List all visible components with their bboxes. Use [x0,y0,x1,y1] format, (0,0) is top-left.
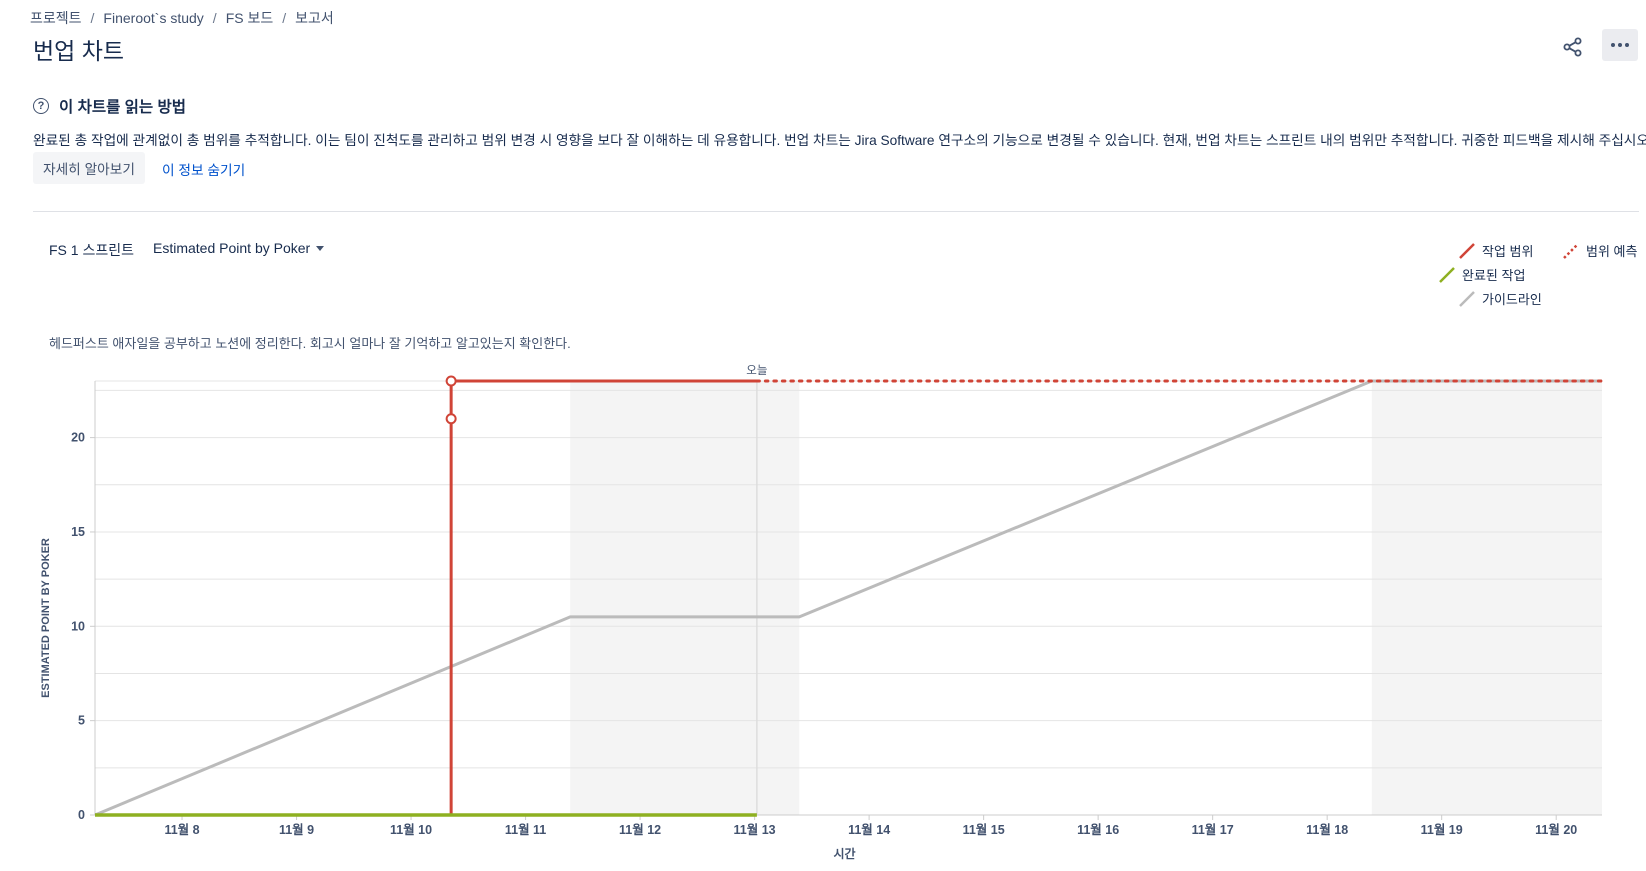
breadcrumb-reports[interactable]: 보고서 [295,10,334,26]
scope-line-icon [1459,242,1475,259]
x-tick-label: 11월 14 [848,822,890,837]
x-tick-label: 11월 17 [1192,822,1234,837]
y-axis-title: ESTIMATED POINT BY POKER [40,538,52,698]
legend-completed-label: 완료된 작업 [1462,268,1526,283]
x-tick-label: 11월 20 [1535,822,1577,837]
learn-more-button[interactable]: 자세히 알아보기 [33,152,145,184]
hide-info-link[interactable]: 이 정보 숨기기 [162,163,246,178]
share-icon [1563,37,1582,57]
sprint-goal: 헤드퍼스트 애자일을 공부하고 노션에 정리한다. 회고시 얼마나 잘 기억하고… [49,336,571,351]
x-tick-label: 11월 12 [619,822,661,837]
legend-guideline[interactable]: 가이드라인 [1458,289,1542,308]
help-icon: ? [33,98,49,114]
legend-completed[interactable]: 완료된 작업 [1438,265,1525,284]
forecast-line-icon [1563,242,1579,259]
page-title: 번업 차트 [33,38,125,64]
breadcrumb-separator: / [90,10,95,26]
y-tick-label: 10 [71,619,85,633]
more-icon-dot [1625,43,1629,47]
estimate-select-label: Estimated Point by Poker [153,240,311,256]
nonworking-band [1371,381,1602,815]
breadcrumb-projects[interactable]: 프로젝트 [30,10,82,26]
breadcrumb-board[interactable]: FS 보드 [225,10,274,26]
burnup-chart: 0 5 10 15 20 11월 8 11월 9 11월 10 11월 11 11월 12 11월 … [40,364,1604,861]
breadcrumb-separator: / [282,10,287,26]
x-axis-title: 시간 [833,846,855,861]
x-tick-label: 11월 10 [390,822,432,837]
estimate-select[interactable]: Estimated Point by Poker [153,240,325,256]
completed-line-icon [1439,266,1455,283]
legend-scope[interactable]: 작업 범위 [1458,241,1533,260]
breadcrumb: 프로젝트 / Fineroot`s study / FS 보드 / 보고서 [30,8,334,28]
x-tick-label: 11월 11 [505,822,546,837]
guideline-line-icon [1459,290,1475,307]
more-icon [1611,43,1615,47]
x-tick-label: 11월 13 [734,822,776,837]
breadcrumb-project[interactable]: Fineroot`s study [103,10,204,26]
more-button[interactable] [1602,29,1638,61]
x-tick-label: 11월 16 [1077,822,1119,837]
x-tick-label: 11월 9 [279,822,314,837]
share-button[interactable] [1557,31,1589,63]
x-tick-label: 11월 18 [1306,822,1348,837]
scope-marker [445,375,457,387]
divider [33,211,1639,212]
info-body: 완료된 총 작업에 관계없이 총 범위를 추적합니다. 이는 팀이 진척도를 관… [33,133,1646,148]
scope-marker [445,413,457,425]
x-tick-label: 11월 15 [963,822,1005,837]
legend-forecast[interactable]: 범위 예측 [1562,241,1637,260]
y-tick-label: 5 [78,714,85,728]
x-tick-label: 11월 19 [1421,822,1463,837]
legend-scope-label: 작업 범위 [1482,244,1534,259]
y-tick-label: 0 [78,808,85,822]
today-label: 오늘 [746,364,767,377]
breadcrumb-separator: / [212,10,217,26]
info-heading: ? 이 차트를 읽는 방법 [33,95,186,117]
legend-forecast-label: 범위 예측 [1586,244,1638,259]
x-tick-label: 11월 8 [164,822,199,837]
sprint-select[interactable]: FS 1 스프린트 [49,242,134,258]
nonworking-band [570,381,800,815]
chevron-down-icon [316,245,325,251]
y-tick-label: 15 [71,525,85,539]
legend-guideline-label: 가이드라인 [1482,292,1542,307]
y-tick-label: 20 [71,431,85,445]
more-icon-dot [1618,43,1622,47]
info-heading-text: 이 차트를 읽는 방법 [59,99,186,116]
